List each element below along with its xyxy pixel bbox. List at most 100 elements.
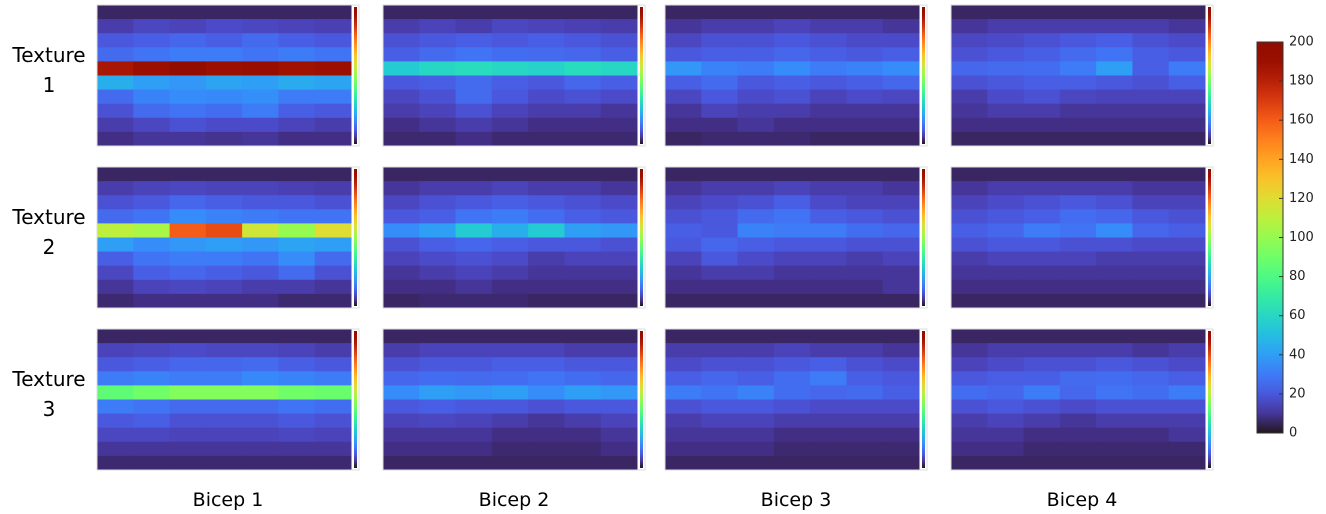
heatmap-cell	[205, 131, 243, 147]
heatmap-cell	[665, 61, 702, 76]
heatmap-cell	[528, 33, 565, 48]
heatmap-cell	[665, 117, 702, 133]
heatmap-cell	[737, 19, 775, 34]
heatmap-cell	[665, 47, 702, 62]
heatmap-cell	[951, 455, 988, 471]
heatmap-cell	[665, 279, 702, 295]
heatmap-cell	[278, 103, 316, 119]
heatmap-cell	[882, 131, 920, 147]
heatmap-cell	[133, 117, 171, 133]
heatmap-cell	[278, 181, 316, 196]
heatmap-cell	[846, 371, 884, 386]
heatmap-cell	[882, 265, 920, 281]
heatmap-cell	[242, 385, 279, 400]
heatmap-cell	[846, 399, 884, 415]
heatmap-cell	[882, 293, 920, 309]
heatmap-cell	[242, 427, 279, 443]
heatmap-cell	[882, 195, 920, 210]
heatmap-cell	[951, 167, 988, 182]
heatmap-cell	[133, 131, 171, 147]
heatmap-cell	[1023, 329, 1061, 344]
colorbar-tick-label: 120	[1289, 191, 1314, 206]
heatmap-cell	[97, 385, 134, 400]
heatmap-cell	[701, 195, 739, 210]
heatmap-cell	[419, 385, 457, 400]
heatmap-cell	[314, 75, 352, 91]
heatmap-cell	[1132, 33, 1170, 48]
heatmap-cell	[737, 103, 775, 119]
heatmap-cell	[455, 427, 493, 443]
panel-colorbar	[354, 7, 357, 144]
heatmap-cell	[846, 265, 884, 281]
heatmap-cell	[278, 399, 316, 415]
heatmap-cell	[419, 343, 457, 358]
heatmap-cell	[564, 427, 602, 443]
heatmap-cell	[528, 329, 565, 344]
heatmap-cell	[419, 357, 457, 372]
heatmap-cell	[665, 237, 702, 253]
heatmap-cell	[169, 209, 207, 224]
heatmap-cell	[314, 279, 352, 295]
heatmap-cell	[1168, 251, 1206, 267]
heatmap-cell	[419, 399, 457, 415]
heatmap-cell	[419, 167, 457, 182]
heatmap-cell	[133, 385, 171, 400]
heatmap-cell	[846, 329, 884, 344]
heatmap-cell	[564, 117, 602, 133]
heatmap-cell	[810, 167, 847, 182]
heatmap-cell	[528, 103, 565, 119]
heatmap-cell	[1059, 5, 1097, 20]
heatmap-cell	[737, 47, 775, 62]
heatmap-cell	[1023, 5, 1061, 20]
heatmap-cell	[987, 89, 1025, 105]
heatmap-cell	[169, 5, 207, 20]
heatmap-cell	[846, 5, 884, 20]
heatmap-cell	[1096, 251, 1133, 267]
heatmap-cell	[810, 5, 847, 20]
heatmap-cell	[600, 181, 638, 196]
heatmap-cell	[314, 441, 352, 457]
heatmap-cell	[951, 441, 988, 457]
heatmap-cell	[383, 75, 420, 91]
heatmap-cell	[528, 75, 565, 91]
heatmap-cell	[846, 33, 884, 48]
heatmap-panel	[950, 166, 1214, 309]
heatmap-cell	[810, 251, 847, 267]
heatmap-cell	[773, 237, 811, 253]
heatmap-cell	[455, 5, 493, 20]
heatmap-cell	[97, 371, 134, 386]
heatmap-cell	[701, 441, 739, 457]
heatmap-cell	[419, 195, 457, 210]
heatmap-cell	[1168, 329, 1206, 344]
heatmap-cell	[1023, 89, 1061, 105]
heatmap-cell	[987, 195, 1025, 210]
heatmap-cell	[564, 195, 602, 210]
heatmap-cell	[810, 385, 847, 400]
heatmap-cell	[491, 61, 529, 76]
heatmap-cell	[169, 237, 207, 253]
heatmap-cell	[383, 117, 420, 133]
heatmap-cell	[169, 265, 207, 281]
heatmap-cell	[600, 385, 638, 400]
heatmap-cell	[1059, 117, 1097, 133]
heatmap-cell	[242, 33, 279, 48]
heatmap-cell	[278, 223, 316, 238]
heatmap-cell	[314, 33, 352, 48]
heatmap-cell	[97, 293, 134, 309]
heatmap-cell	[951, 61, 988, 76]
heatmap-cell	[1132, 223, 1170, 238]
heatmap-cell	[314, 103, 352, 119]
heatmap-cell	[951, 399, 988, 415]
heatmap-cell	[491, 223, 529, 238]
heatmap-cell	[665, 293, 702, 309]
heatmap-cell	[564, 75, 602, 91]
heatmap-cell	[701, 265, 739, 281]
heatmap-cell	[1096, 103, 1133, 119]
heatmap-cell	[278, 237, 316, 253]
heatmap-cell	[951, 279, 988, 295]
heatmap-panel	[664, 328, 928, 471]
heatmap-cell	[846, 237, 884, 253]
heatmap-cell	[987, 103, 1025, 119]
heatmap-cell	[383, 167, 420, 182]
heatmap-cell	[737, 399, 775, 415]
